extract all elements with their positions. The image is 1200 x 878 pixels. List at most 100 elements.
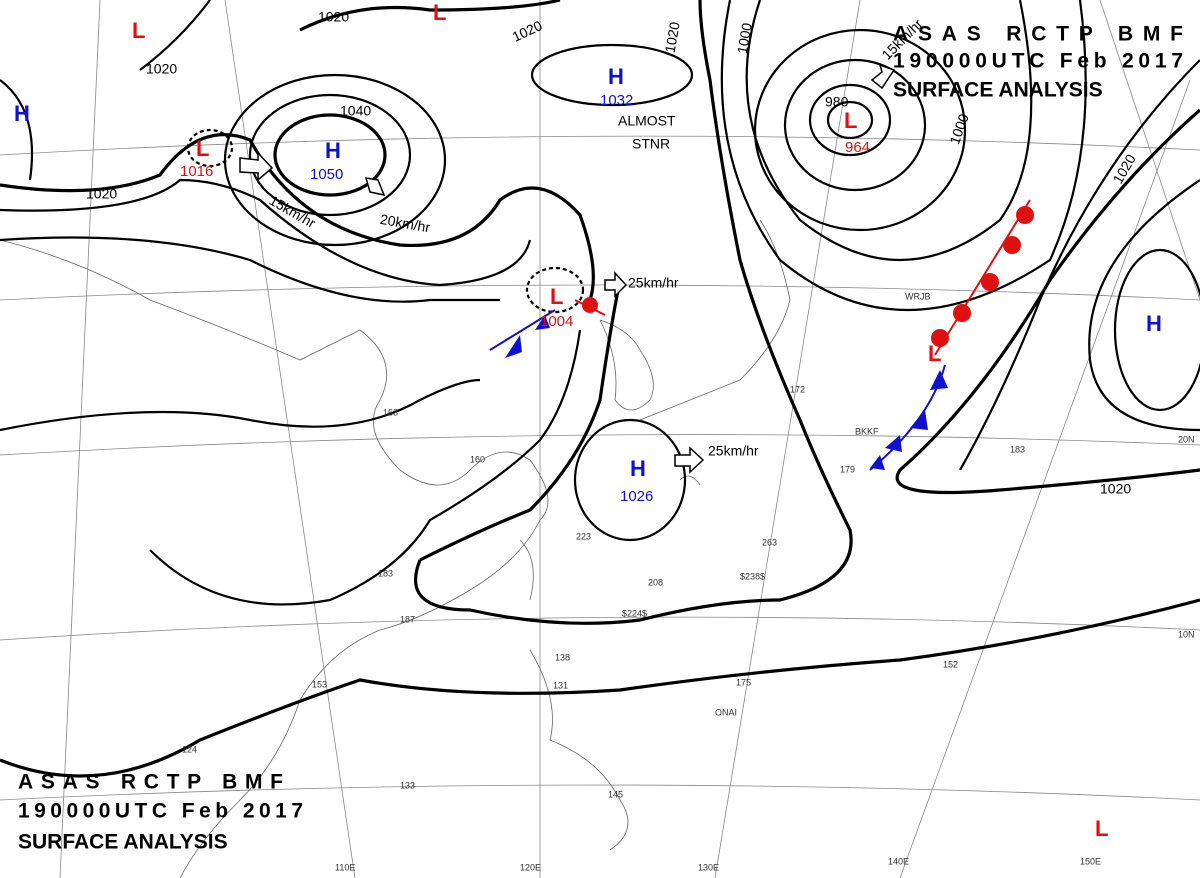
- header: SURFACE ANALYSIS: [893, 79, 1103, 102]
- isobar: [273, 113, 387, 197]
- graticule-labels: 120E: [520, 862, 541, 872]
- map-line: [505, 335, 522, 358]
- centers: L: [1095, 816, 1108, 841]
- map-line: [1099, 0, 1200, 301]
- graticule-labels: 150E: [1080, 856, 1101, 866]
- station-labels: 175: [736, 677, 751, 687]
- map-line: [1088, 179, 1200, 432]
- station-labels: 153: [312, 679, 327, 689]
- map-line: [910, 410, 928, 430]
- isobar: [525, 266, 585, 314]
- map-line: [414, 0, 853, 625]
- station-labels: 160: [470, 454, 485, 464]
- map-line: [0, 135, 1200, 156]
- centers: 1026: [620, 488, 653, 505]
- map-line: [0, 133, 595, 301]
- map-line: [0, 236, 500, 303]
- centers: 1032: [600, 92, 633, 109]
- motion-labels: 25km/hr: [708, 443, 759, 459]
- header: 190000UTC Feb 2017: [18, 800, 303, 823]
- isobar-labels: 980: [825, 94, 849, 110]
- front-symbol: [953, 304, 971, 322]
- isobar: [808, 83, 892, 157]
- map-line: [599, 319, 654, 411]
- centers: L: [433, 0, 446, 25]
- map-line: [959, 59, 1200, 471]
- front-symbol: [1016, 206, 1034, 224]
- centers: L: [844, 108, 857, 133]
- map-line: [0, 178, 532, 287]
- map-line: [0, 79, 34, 181]
- front-symbol: [582, 297, 598, 313]
- graticule-labels: 110E: [335, 862, 355, 872]
- centers: H: [1146, 311, 1162, 336]
- map-line: [0, 784, 1200, 801]
- isobar-labels: 1020: [662, 20, 683, 54]
- map-line: [870, 63, 896, 90]
- graticule-labels: 130E: [698, 862, 719, 872]
- station-labels: 152: [943, 659, 958, 669]
- graticule-labels: 20N: [1178, 434, 1195, 444]
- map-line: [745, 0, 1033, 262]
- isobar: [248, 93, 412, 217]
- map-line: [419, 279, 622, 562]
- map-line: [870, 455, 885, 470]
- front-symbol: [1003, 236, 1021, 254]
- station-labels: 163: [383, 407, 398, 417]
- station-labels: 263: [762, 537, 777, 547]
- station-labels: 138: [555, 652, 570, 662]
- map-line: [679, 475, 701, 486]
- station-labels: 208: [648, 577, 663, 587]
- map-line: [224, 0, 356, 878]
- centers: H: [325, 138, 341, 163]
- group: [239, 63, 896, 474]
- centers: 1050: [310, 166, 343, 183]
- map-line: [899, 79, 1191, 878]
- map-line: [0, 284, 1200, 301]
- centers: 1004: [540, 313, 573, 330]
- centers: H: [608, 64, 624, 89]
- map-line: [674, 446, 705, 474]
- isobar-labels: 1040: [340, 103, 371, 119]
- centers: 1016: [180, 163, 213, 180]
- station-labels: $224$: [622, 608, 647, 618]
- map-line: [535, 315, 550, 330]
- station-labels: 187: [400, 614, 415, 624]
- isobar-labels: 1020: [1100, 481, 1131, 497]
- isobar: [530, 43, 694, 107]
- station-labels: ONAI: [715, 707, 737, 717]
- front-symbol: [931, 329, 949, 347]
- map-line: [0, 378, 481, 432]
- centers: H: [630, 456, 646, 481]
- isobar: [573, 418, 687, 542]
- isobar-labels: 1020: [86, 186, 117, 202]
- station-labels: BKKF: [855, 426, 879, 436]
- map-line: [139, 0, 211, 71]
- notes: STNR: [632, 136, 670, 152]
- centers: L: [928, 341, 941, 366]
- group: [0, 0, 1200, 778]
- centers: L: [550, 284, 563, 309]
- notes: ALMOST: [618, 113, 676, 129]
- map-line: [239, 151, 274, 182]
- map-line: [59, 0, 101, 878]
- station-labels: $238$: [740, 571, 765, 581]
- front-symbol: [981, 273, 999, 291]
- map-line: [299, 0, 561, 32]
- station-labels: 179: [840, 464, 855, 474]
- graticule-labels: 10N: [1178, 629, 1195, 639]
- isobar-labels: 1000: [734, 21, 755, 55]
- graticule-labels: 140E: [888, 856, 909, 866]
- map-line: [720, 0, 1087, 312]
- isobar-labels: 1020: [318, 9, 349, 25]
- centers: H: [14, 101, 30, 126]
- map-line: [930, 370, 948, 390]
- centers: L: [196, 136, 209, 161]
- centers: L: [132, 18, 145, 43]
- map-line: [0, 598, 1200, 778]
- station-labels: 133: [400, 780, 415, 790]
- centers: 964: [845, 139, 870, 156]
- group: [489, 199, 1034, 471]
- station-labels: 124: [182, 744, 197, 754]
- map-line: [885, 435, 902, 452]
